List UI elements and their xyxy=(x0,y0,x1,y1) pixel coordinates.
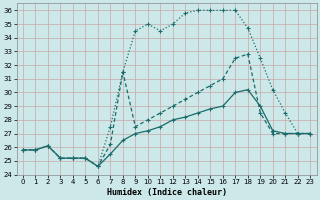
X-axis label: Humidex (Indice chaleur): Humidex (Indice chaleur) xyxy=(107,188,227,197)
